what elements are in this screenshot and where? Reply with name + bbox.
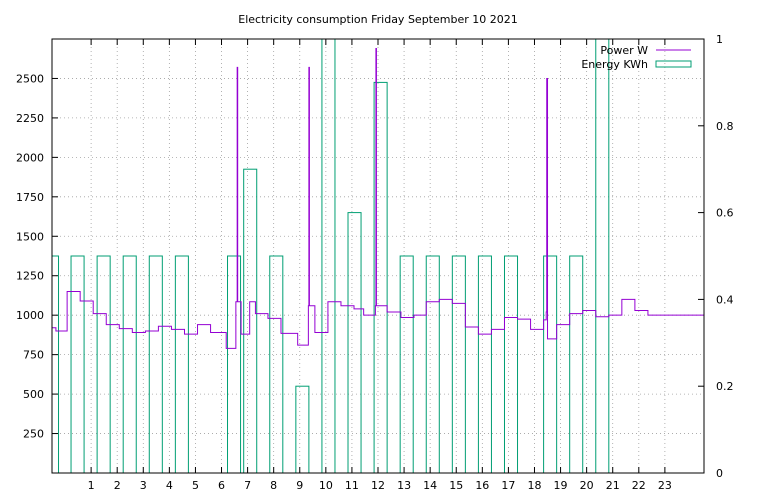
energy-box (347, 212, 362, 474)
x-tick-label: 19 (554, 479, 568, 492)
x-tick-label: 15 (449, 479, 463, 492)
energy-box (122, 255, 137, 474)
x-tick-label: 6 (218, 479, 225, 492)
x-tick-label: 18 (527, 479, 541, 492)
legend-swatch-energy (655, 60, 692, 68)
x-tick-label: 8 (270, 479, 277, 492)
x-tick-label: 13 (397, 479, 411, 492)
x-tick-label: 21 (606, 479, 620, 492)
y-left-tick-label: 1750 (16, 191, 44, 204)
y-left-tick-label: 500 (23, 388, 44, 401)
y-right-tick-label: 0.6 (716, 207, 734, 220)
legend-label-energy: Energy KWh (581, 58, 648, 71)
energy-box (477, 255, 492, 474)
x-tick-label: 3 (140, 479, 147, 492)
y-right-tick-label: 0.2 (716, 380, 734, 393)
energy-box (543, 255, 558, 474)
y-right-tick-label: 1 (716, 33, 723, 46)
energy-box (569, 255, 584, 474)
x-tick-label: 14 (423, 479, 437, 492)
x-tick-label: 4 (166, 479, 173, 492)
y-left-tick-label: 2500 (16, 72, 44, 85)
y-left-tick-label: 1000 (16, 309, 44, 322)
y-left-tick-label: 2000 (16, 151, 44, 164)
y-axis-right: 0 0.2 0.4 0.6 0.8 1 (698, 33, 734, 480)
x-tick-label: 11 (345, 479, 359, 492)
energy-series (51, 38, 610, 474)
x-tick-label: 22 (632, 479, 646, 492)
energy-box (269, 255, 284, 474)
x-tick-label: 20 (580, 479, 594, 492)
y-left-tick-label: 750 (23, 349, 44, 362)
energy-box (243, 168, 258, 474)
x-tick-label: 7 (244, 479, 251, 492)
x-tick-label: 9 (296, 479, 303, 492)
x-tick-label: 16 (475, 479, 489, 492)
y-left-tick-label: 250 (23, 428, 44, 441)
energy-box (295, 385, 310, 474)
legend-label-power: Power W (600, 44, 648, 57)
y-right-tick-label: 0 (716, 467, 723, 480)
energy-box (51, 255, 60, 474)
legend: Power W Energy KWh (581, 44, 692, 71)
y-left-tick-label: 1500 (16, 230, 44, 243)
power-line (52, 47, 704, 349)
y-axis-left: 250 500 750 1000 1250 1500 1750 2000 2250 2500 (16, 72, 58, 441)
chart-title: Electricity consumption Friday September… (238, 13, 517, 26)
energy-box (70, 255, 85, 474)
x-tick-label: 23 (658, 479, 672, 492)
energy-box (595, 38, 610, 474)
energy-box (321, 38, 336, 474)
x-tick-label: 10 (319, 479, 333, 492)
y-right-tick-label: 0.8 (716, 120, 734, 133)
energy-box (174, 255, 189, 474)
y-right-tick-label: 0.4 (716, 293, 734, 306)
x-tick-label: 17 (501, 479, 515, 492)
y-left-tick-label: 1250 (16, 270, 44, 283)
x-tick-label: 2 (114, 479, 121, 492)
energy-box (399, 255, 414, 474)
energy-box (451, 255, 466, 474)
energy-box (96, 255, 111, 474)
power-series (52, 47, 704, 349)
x-tick-label: 5 (192, 479, 199, 492)
plot-frame (51, 38, 705, 474)
energy-box (148, 255, 163, 474)
energy-box (425, 255, 440, 474)
y-left-tick-label: 2250 (16, 112, 44, 125)
x-axis: 1 2 3 4 5 6 7 8 9 10 11 12 13 14 15 16 17 18 19 20 21 22 23 (88, 39, 672, 492)
x-tick-label: 12 (371, 479, 385, 492)
x-tick-label: 1 (88, 479, 95, 492)
energy-box (227, 255, 242, 474)
energy-box (503, 255, 519, 474)
